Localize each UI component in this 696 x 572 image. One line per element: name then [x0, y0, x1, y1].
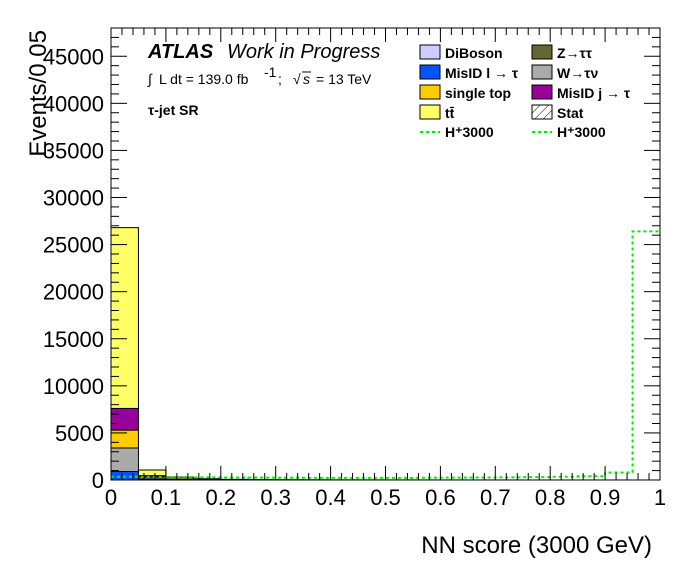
y-tick-label: 40000 — [43, 91, 104, 116]
y-tick-label: 20000 — [43, 280, 104, 305]
x-tick-label: 0 — [105, 485, 117, 510]
bar-4-bin-3 — [192, 478, 222, 480]
legend-swatch — [531, 44, 553, 60]
bar-3-bin-0 — [110, 407, 139, 431]
x-tick-label: 0.5 — [370, 485, 401, 510]
x-tick-labels: 0 0.1 0.2 0.3 0.4 0.5 0.6 0.7 0.8 0.9 1 — [105, 485, 666, 510]
axis-ticks — [110, 27, 661, 481]
x-tick-label: 0.2 — [206, 485, 237, 510]
legend-label: single top — [445, 85, 511, 101]
signal-step — [111, 230, 660, 479]
y-tick-label: 35000 — [43, 138, 104, 163]
signal-line — [111, 230, 660, 479]
y-tick-label: 25000 — [43, 233, 104, 258]
y-tick-label: 0 — [92, 468, 104, 493]
x-tick-label: 0.4 — [315, 485, 346, 510]
legend-label: DiBoson — [445, 45, 503, 61]
y-tick-label: 5000 — [55, 421, 104, 446]
legend-label: H⁺3000 — [557, 124, 606, 140]
legend-label: tt̄ — [445, 105, 455, 121]
y-tick-label: 45000 — [43, 44, 104, 69]
x-tick-label: 0.7 — [480, 485, 511, 510]
x-axis-title: NN score (3000 GeV) — [421, 532, 652, 559]
integral-symbol: ∫ — [147, 71, 153, 87]
x-tick-label: 0.1 — [151, 485, 182, 510]
atlas-label: ATLAS Work in Progress — [147, 41, 380, 63]
x-tick-label: 1 — [654, 485, 666, 510]
legend-label: MisID j → τ — [557, 85, 631, 101]
sqrt-s-symbol: s — [303, 71, 310, 87]
legend-swatch-hatch — [531, 104, 553, 120]
bar-4-bin-1 — [137, 469, 167, 477]
lumi-superscript: -1 — [264, 64, 277, 80]
legend-label: MisID l → τ — [445, 65, 519, 81]
y-tick-label: 15000 — [43, 327, 104, 352]
legend-swatch — [419, 104, 441, 120]
legend-swatch — [419, 84, 441, 100]
y-tick-label: 10000 — [43, 374, 104, 399]
x-tick-label: 0.6 — [425, 485, 456, 510]
legend-label: W→τν — [557, 65, 598, 81]
sqrt-symbol: √ — [293, 71, 301, 87]
x-tick-label: 0.9 — [590, 485, 621, 510]
atlas-status-text: Work in Progress — [227, 41, 380, 63]
stack-bars — [110, 227, 661, 481]
lumi-text: L dt = 139.0 fb — [159, 71, 249, 87]
x-tick-label: 0.3 — [260, 485, 291, 510]
lumi-label: ∫ L dt = 139.0 fb -1 ; √ s = 13 TeV — [147, 64, 372, 87]
bar-4-bin-0 — [110, 227, 139, 409]
legend: DiBoson Z→ττ MisID l → τ W→τν single top MisI… — [419, 44, 631, 140]
legend-swatch — [419, 64, 441, 80]
x-tick-label: 0.8 — [535, 485, 566, 510]
legend-label: Stat — [557, 105, 584, 121]
y-tick-labels: 0 5000 10000 15000 20000 25000 30000 35000 40000… — [43, 44, 104, 493]
legend-label: H⁺3000 — [445, 124, 494, 140]
y-tick-label: 30000 — [43, 186, 104, 211]
atlas-bold-text: ATLAS — [147, 41, 214, 63]
y-axis-title: Events/0.05 — [25, 30, 52, 157]
region-label: τ-jet SR — [148, 102, 199, 118]
energy-text: = 13 TeV — [316, 71, 372, 87]
legend-label: Z→ττ — [557, 45, 593, 61]
legend-swatch — [531, 64, 553, 80]
legend-swatch — [531, 84, 553, 100]
lumi-separator: ; — [278, 71, 282, 87]
legend-swatch — [419, 44, 441, 60]
